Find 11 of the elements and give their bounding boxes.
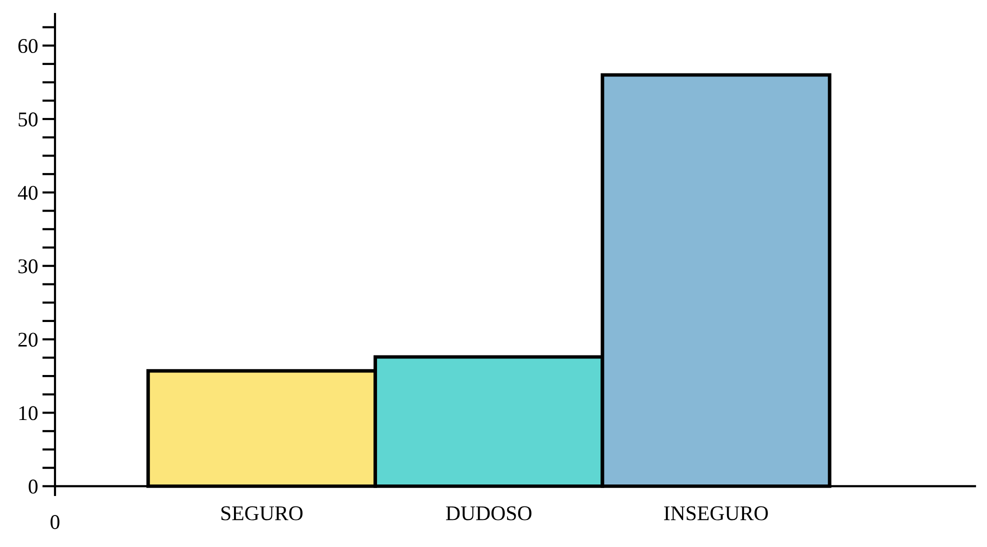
y-tick-label: 0 (28, 480, 38, 494)
y-tick-label: 40 (18, 186, 38, 200)
x-tick-label: DUDOSO (446, 506, 532, 520)
y-tick-label: 20 (18, 332, 38, 347)
y-tick-label: 10 (19, 406, 38, 420)
x-tick-label: INSEGURO (664, 506, 768, 520)
y-tick-label: 30 (18, 259, 38, 274)
text: 0 (50, 515, 60, 530)
y-tick-label: 60 (18, 38, 38, 54)
x-tick-label: SEGURO (221, 506, 303, 520)
y-tick-label: 50 (18, 112, 38, 126)
